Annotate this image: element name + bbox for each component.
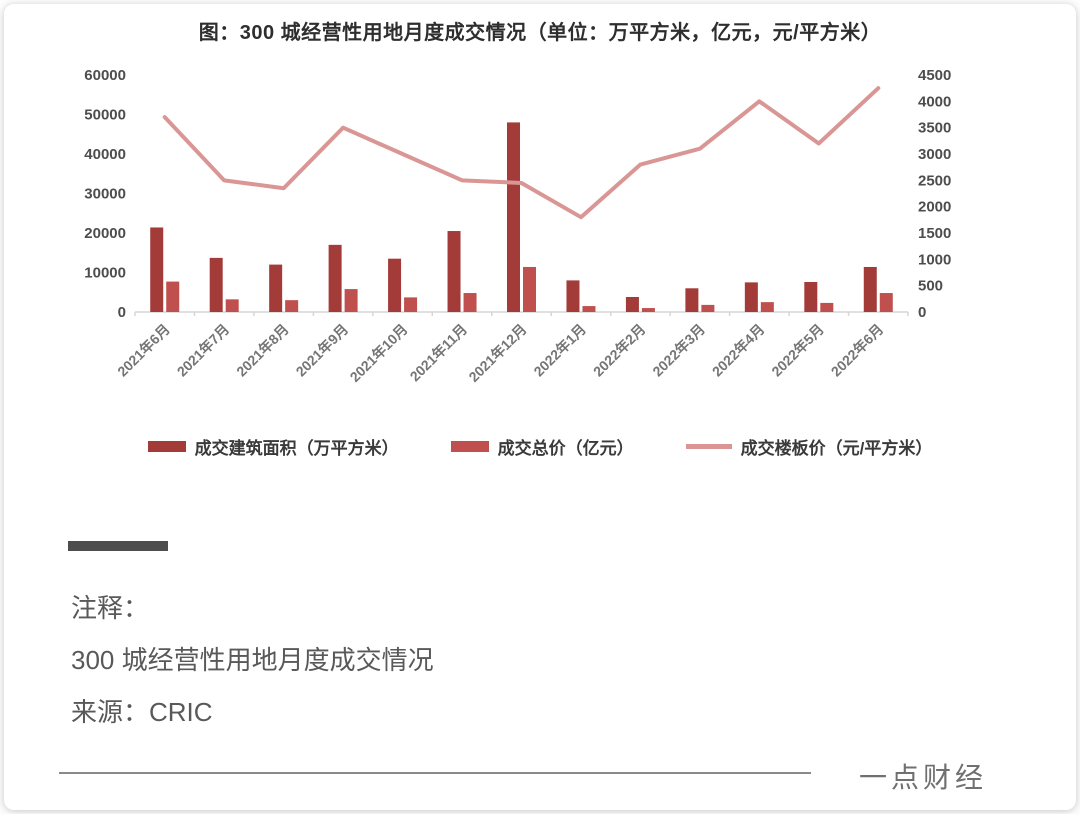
bar-floor-area (269, 264, 283, 312)
right-axis-tick: 4000 (918, 93, 951, 110)
x-axis-label: 2022年6月 (828, 321, 887, 380)
left-axis-tick: 0 (118, 304, 126, 321)
footer-divider (59, 772, 811, 774)
note-description: 300 城经营性用地月度成交情况 (71, 645, 434, 675)
left-axis-tick: 40000 (84, 146, 126, 163)
legend-item-floor-area: 成交建筑面积（万平方米） (147, 434, 399, 459)
legend-label-total-price: 成交总价（亿元） (497, 439, 634, 458)
note-source: 来源：CRIC (71, 697, 213, 727)
bar-total-price (344, 289, 358, 312)
x-axis-label: 2021年8月 (233, 321, 292, 380)
line-floor-price (162, 86, 881, 220)
x-axis-label: 2022年5月 (768, 321, 827, 380)
legend-item-floor-price: 成交楼板价（元/平方米） (685, 434, 933, 459)
bar-floor-area (328, 244, 342, 312)
legend-item-total-price: 成交总价（亿元） (450, 434, 634, 459)
bar-total-price (879, 293, 893, 312)
bar-floor-area (566, 280, 580, 312)
x-axis-label: 2021年9月 (293, 321, 352, 380)
right-axis-tick: 1000 (918, 251, 951, 268)
report-card: 图：300 城经营性用地月度成交情况（单位：万平方米，亿元，元/平方米） 0 10… (4, 4, 1076, 810)
x-axis-label: 2022年2月 (590, 321, 649, 380)
left-axis-tick: 50000 (84, 107, 126, 124)
x-axis-label: 2021年12月 (465, 321, 529, 385)
right-axis-tick: 1500 (918, 225, 951, 242)
legend-swatch-floor-area (147, 441, 186, 452)
bar-floor-area (804, 281, 818, 312)
bar-total-price (166, 281, 180, 312)
legend-label-floor-area: 成交建筑面积（万平方米） (194, 439, 399, 458)
bar-total-price (760, 302, 774, 312)
left-axis-tick: 60000 (84, 67, 126, 84)
bar-floor-area (209, 257, 223, 312)
notes-block: 注释： 300 城经营性用地月度成交情况 来源：CRIC (71, 582, 434, 738)
right-axis-tick: 2000 (918, 199, 951, 216)
legend-swatch-floor-price (685, 444, 732, 449)
x-axis-label: 2022年1月 (530, 321, 589, 380)
left-axis-tick: 30000 (84, 186, 126, 203)
land-transaction-combo-chart: 0 10000 20000 30000 40000 50000 60000 0 500 1000 1… (84, 67, 951, 385)
bar-total-price (582, 306, 596, 312)
right-axis-tick: 3000 (918, 146, 951, 163)
legend-label-floor-price: 成交楼板价（元/平方米） (740, 439, 933, 458)
bar-total-price (641, 308, 655, 312)
legend-swatch-total-price (450, 441, 489, 452)
right-axis-tick: 500 (918, 278, 943, 295)
x-axis-label: 2021年10月 (347, 321, 411, 385)
bar-total-price (820, 302, 834, 312)
note-divider (68, 541, 168, 551)
bar-floor-area (507, 122, 520, 313)
bar-total-price (404, 297, 418, 312)
right-axis-tick: 3500 (918, 120, 951, 137)
x-axis-label: 2021年7月 (174, 321, 233, 380)
chart-title: 图：300 城经营性用地月度成交情况（单位：万平方米，亿元，元/平方米） (198, 22, 882, 44)
x-axis-label: 2022年4月 (709, 321, 768, 380)
bar-floor-area (150, 227, 164, 312)
bar-floor-area (685, 288, 699, 312)
right-axis-tick: 0 (918, 304, 926, 321)
chart-legend: 成交建筑面积（万平方米） 成交总价（亿元） 成交楼板价（元/平方米） (4, 434, 1076, 459)
bar-total-price (225, 299, 239, 312)
bar-floor-area (863, 266, 877, 312)
left-axis-tick: 10000 (84, 265, 126, 282)
bar-floor-area (447, 231, 461, 312)
bar-floor-area (625, 296, 639, 312)
bar-total-price (523, 266, 536, 312)
bar-total-price (285, 300, 299, 312)
left-axis-tick: 20000 (84, 225, 126, 242)
right-axis-tick: 2500 (918, 172, 951, 189)
x-axis-label: 2021年6月 (114, 321, 173, 380)
x-axis-label: 2021年11月 (407, 321, 471, 385)
x-axis-label: 2022年3月 (649, 321, 708, 380)
right-axis-tick: 4500 (918, 67, 951, 84)
bar-total-price (701, 304, 715, 312)
note-label: 注释： (71, 593, 150, 623)
bar-total-price (463, 293, 477, 312)
bar-floor-area (388, 258, 402, 312)
publisher-brand: 一点财经 (859, 762, 988, 793)
bar-floor-area (744, 282, 758, 312)
